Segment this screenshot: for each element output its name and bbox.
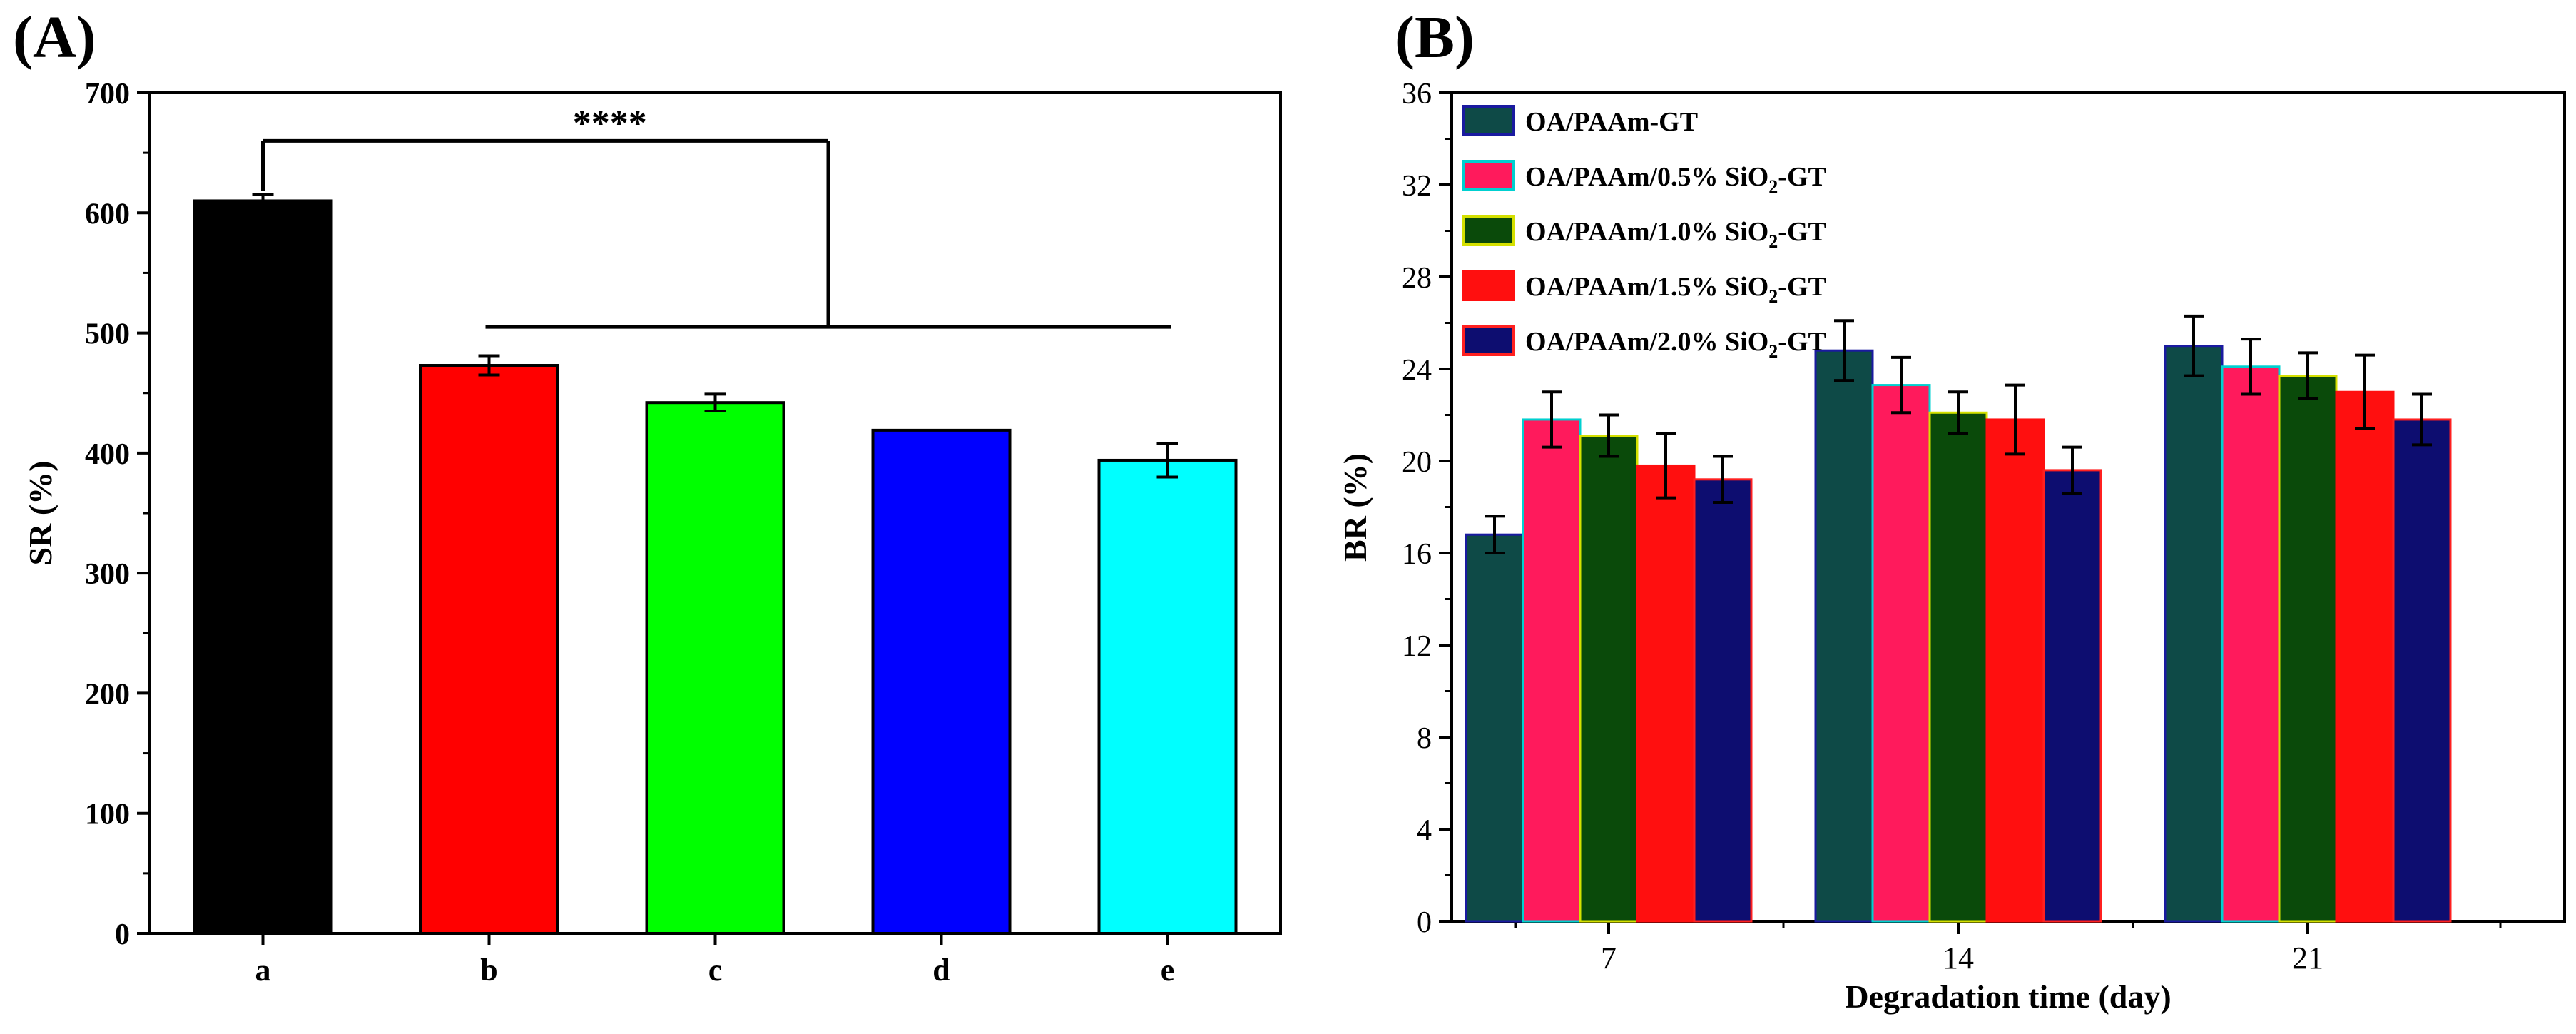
bar-d bbox=[871, 428, 1012, 935]
bar-21-series-3 bbox=[2278, 375, 2338, 923]
bar-7-series-5 bbox=[1693, 478, 1753, 923]
legend-label-text: OA/PAAm/1.5% SiO bbox=[1525, 272, 1768, 302]
bar-c bbox=[645, 401, 785, 935]
panel-a-y-axis-title: SR (%) bbox=[22, 461, 58, 566]
bar-a bbox=[193, 199, 333, 935]
y-tick-label: 600 bbox=[85, 198, 130, 230]
bar-e bbox=[1097, 458, 1238, 935]
panel-b-x-axis-title: Degradation time (day) bbox=[1845, 978, 2171, 1015]
bar-14-series-4 bbox=[1985, 418, 2045, 923]
y-tick-label: 36 bbox=[1402, 78, 1432, 111]
bar-14-series-3 bbox=[1928, 411, 1988, 923]
y-tick-label: 700 bbox=[85, 78, 130, 111]
y-tick-label: 0 bbox=[115, 918, 130, 951]
y-tick-label: 0 bbox=[1417, 906, 1432, 939]
y-tick-label: 20 bbox=[1402, 446, 1432, 479]
y-tick-label: 4 bbox=[1417, 814, 1432, 847]
legend-label-text: OA/PAAm/0.5% SiO bbox=[1525, 162, 1768, 192]
legend-label-1: OA/PAAm-GT bbox=[1525, 107, 1698, 137]
legend-label-subscript: 2 bbox=[1768, 231, 1778, 252]
panel-a-bars bbox=[193, 199, 1238, 935]
bar-7-series-3 bbox=[1579, 435, 1639, 923]
legend-swatch-4 bbox=[1462, 270, 1515, 301]
legend-label-suffix: -GT bbox=[1778, 162, 1826, 192]
legend-swatch-2 bbox=[1462, 160, 1515, 191]
bar-14-series-2 bbox=[1871, 384, 1931, 923]
y-tick-label: 400 bbox=[85, 438, 130, 471]
legend-label-4: OA/PAAm/1.5% SiO2-GT bbox=[1525, 272, 1826, 307]
x-tick-label: a bbox=[255, 953, 271, 988]
x-tick-label: 21 bbox=[2292, 941, 2323, 975]
y-tick-label: 8 bbox=[1417, 722, 1432, 755]
bar-7-series-4 bbox=[1636, 464, 1696, 923]
x-tick-label: c bbox=[708, 953, 723, 988]
panel-b-y-axis: 0 4 8 12 16 20 24 28 32 36 bbox=[1402, 78, 1452, 939]
y-tick-label: 32 bbox=[1402, 170, 1432, 203]
bar-21-series-2 bbox=[2221, 365, 2281, 923]
y-tick-label: 300 bbox=[85, 558, 130, 591]
panel-b-error-bars bbox=[1485, 314, 2432, 554]
panel-b-x-axis: 7 14 21 bbox=[1514, 921, 2502, 975]
y-tick-label: 28 bbox=[1402, 262, 1432, 295]
legend-label-3: OA/PAAm/1.0% SiO2-GT bbox=[1525, 217, 1826, 252]
panel-a-significance: **** bbox=[261, 103, 1171, 329]
legend-label-text: OA/PAAm-GT bbox=[1525, 107, 1698, 137]
panel-b-label: (B) bbox=[1395, 4, 1475, 71]
panel-a-error-bars bbox=[252, 193, 1178, 479]
legend-swatch-3 bbox=[1462, 215, 1515, 246]
bar-7-series-1 bbox=[1465, 533, 1524, 923]
x-tick-label: d bbox=[932, 953, 950, 988]
legend-label-text: OA/PAAm/1.0% SiO bbox=[1525, 217, 1768, 247]
legend-label-subscript: 2 bbox=[1768, 176, 1778, 197]
legend-label-suffix: -GT bbox=[1778, 272, 1826, 302]
bar-21-series-5 bbox=[2392, 418, 2452, 923]
bar-21-series-4 bbox=[2335, 390, 2395, 923]
panel-a-label: (A) bbox=[13, 4, 96, 71]
panel-a-y-axis: 0 100 200 300 400 500 600 700 bbox=[85, 78, 150, 951]
bar-14-series-1 bbox=[1814, 349, 1874, 923]
y-tick-label: 200 bbox=[85, 678, 130, 711]
legend-label-2: OA/PAAm/0.5% SiO2-GT bbox=[1525, 162, 1826, 197]
x-tick-label: b bbox=[480, 953, 497, 988]
legend-label-subscript: 2 bbox=[1768, 341, 1778, 362]
x-tick-label: 7 bbox=[1601, 941, 1617, 975]
legend-swatch-5 bbox=[1462, 325, 1515, 356]
y-tick-label: 100 bbox=[85, 799, 130, 831]
legend-label-suffix: -GT bbox=[1778, 217, 1826, 247]
panel-b-bars bbox=[1465, 345, 2452, 923]
legend-label-subscript: 2 bbox=[1768, 286, 1778, 307]
legend-label-text: OA/PAAm/2.0% SiO bbox=[1525, 327, 1768, 357]
bar-21-series-1 bbox=[2164, 345, 2224, 923]
significance-label: **** bbox=[573, 103, 647, 143]
y-tick-label: 500 bbox=[85, 318, 130, 351]
bar-7-series-2 bbox=[1522, 418, 1582, 923]
x-tick-label: e bbox=[1161, 953, 1175, 988]
y-tick-label: 12 bbox=[1402, 630, 1432, 663]
y-tick-label: 24 bbox=[1402, 354, 1432, 387]
bar-14-series-5 bbox=[2042, 469, 2102, 923]
legend-label-suffix: -GT bbox=[1778, 327, 1826, 357]
panel-b: (B) BR (%) Degradation time (day) 0 4 8 12 1… bbox=[1337, 4, 2566, 1015]
y-tick-label: 16 bbox=[1402, 538, 1432, 571]
legend-swatch-1 bbox=[1462, 105, 1515, 136]
bar-b bbox=[419, 364, 559, 935]
legend-label-5: OA/PAAm/2.0% SiO2-GT bbox=[1525, 327, 1826, 362]
panel-a-x-axis: a b c d e bbox=[255, 933, 1175, 988]
panel-b-y-axis-title: BR (%) bbox=[1337, 453, 1373, 562]
x-tick-label: 14 bbox=[1943, 941, 1974, 975]
